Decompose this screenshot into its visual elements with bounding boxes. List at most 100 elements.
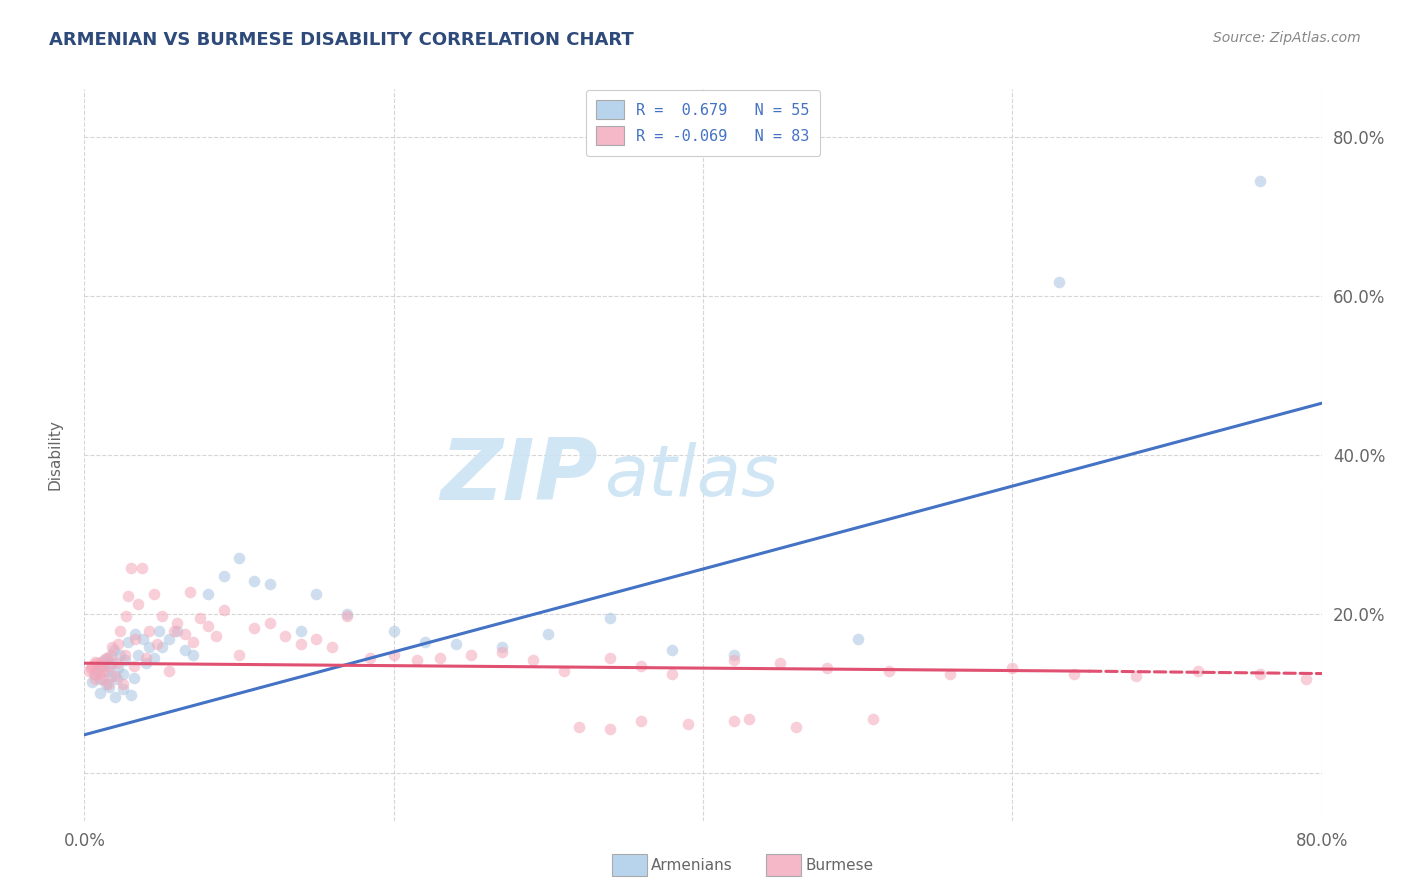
Point: [96, 650, 118, 665]
Point: [1249, 173, 1271, 187]
Point: [122, 671, 145, 685]
Point: [108, 648, 131, 663]
Point: [815, 661, 838, 675]
Point: [1295, 672, 1317, 686]
Point: [491, 640, 513, 655]
Point: [105, 657, 128, 671]
Point: [630, 658, 652, 673]
Point: [148, 624, 170, 639]
Point: [1249, 666, 1271, 681]
Point: [491, 645, 513, 659]
Point: [413, 634, 436, 648]
Point: [159, 632, 180, 647]
Point: [259, 576, 281, 591]
Text: Armenians: Armenians: [651, 858, 733, 872]
Point: [444, 637, 467, 651]
Point: [877, 664, 900, 678]
Point: [124, 632, 146, 647]
Point: [599, 723, 621, 737]
Point: [599, 611, 621, 625]
Point: [537, 627, 560, 641]
Point: [599, 650, 621, 665]
Point: [120, 688, 142, 702]
Point: [114, 653, 136, 667]
Point: [174, 627, 197, 641]
Point: [179, 584, 201, 599]
Point: [305, 587, 328, 601]
Point: [174, 642, 197, 657]
Point: [84, 666, 107, 681]
Point: [146, 637, 169, 651]
Point: [939, 666, 962, 681]
Point: [82, 674, 104, 689]
Point: [1047, 275, 1070, 289]
Point: [93, 653, 115, 667]
Point: [181, 648, 204, 663]
Point: [91, 658, 114, 673]
Text: Source: ZipAtlas.com: Source: ZipAtlas.com: [1213, 31, 1361, 45]
Point: [100, 648, 122, 663]
Point: [568, 720, 591, 734]
Text: ZIP: ZIP: [440, 435, 598, 518]
Point: [89, 661, 111, 675]
Point: [104, 669, 127, 683]
Point: [336, 608, 359, 623]
Point: [738, 712, 761, 726]
Point: [132, 632, 155, 647]
Point: [84, 655, 107, 669]
Point: [120, 561, 142, 575]
Point: [101, 640, 124, 655]
Point: [163, 624, 186, 639]
Point: [94, 650, 117, 665]
Point: [166, 624, 188, 639]
Point: [321, 640, 343, 655]
Point: [112, 666, 135, 681]
Point: [197, 587, 219, 601]
Point: [117, 634, 139, 648]
Point: [661, 666, 683, 681]
Point: [212, 568, 235, 582]
Point: [98, 680, 121, 694]
Point: [104, 690, 127, 705]
Point: [143, 587, 166, 601]
Point: [188, 611, 211, 625]
Point: [86, 663, 108, 677]
Point: [138, 640, 160, 655]
Point: [862, 712, 884, 726]
Point: [138, 624, 160, 639]
Point: [785, 720, 807, 734]
Point: [243, 574, 266, 588]
Point: [181, 634, 204, 648]
Point: [82, 658, 104, 673]
Point: [93, 664, 115, 678]
Point: [108, 624, 131, 639]
Point: [112, 682, 135, 697]
Point: [79, 661, 101, 675]
Point: [89, 672, 111, 686]
Point: [630, 714, 652, 729]
Point: [382, 648, 405, 663]
Point: [522, 653, 544, 667]
Point: [661, 642, 683, 657]
Point: [135, 657, 157, 671]
Point: [83, 666, 105, 681]
Point: [86, 657, 108, 671]
Point: [305, 632, 328, 647]
Point: [135, 650, 157, 665]
Point: [1063, 666, 1085, 681]
Point: [100, 669, 122, 683]
Point: [131, 561, 153, 575]
Point: [723, 653, 745, 667]
Point: [98, 658, 121, 673]
Point: [96, 677, 118, 691]
Point: [112, 677, 135, 691]
Point: [1187, 664, 1209, 678]
Point: [105, 672, 128, 686]
Point: [769, 657, 792, 671]
Point: [89, 686, 111, 700]
Point: [243, 621, 266, 635]
Point: [166, 616, 188, 631]
Point: [846, 632, 869, 647]
Point: [460, 648, 482, 663]
Point: [228, 648, 250, 663]
